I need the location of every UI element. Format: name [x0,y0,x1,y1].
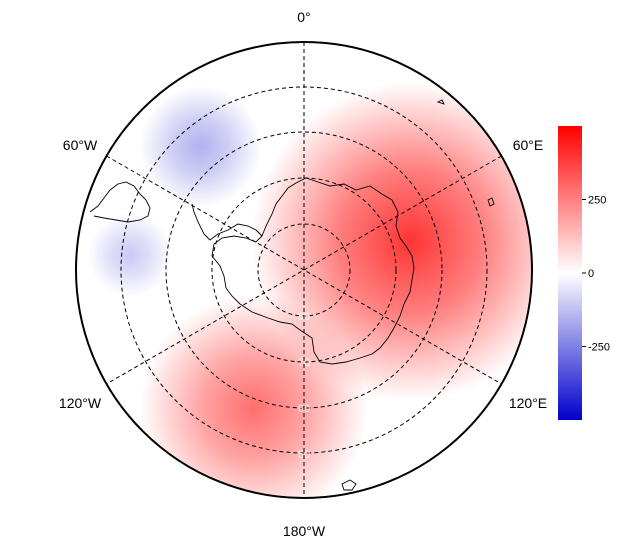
meridian-60e-120w [106,155,502,385]
colorbar-tick-label: 0 [588,268,594,280]
lat-label-70: 70 [298,357,310,369]
colorbar-gradient [558,126,582,420]
lon-label-180w: 180°W [283,523,326,539]
island-coast [341,479,357,491]
lon-label-60w: 60°W [63,137,98,153]
anomaly-blob [251,81,532,401]
antarctic-peninsula [191,203,263,241]
lon-label-120w: 120°W [59,395,102,411]
lat-label-50: 50 [298,449,310,461]
lon-label-60e: 60°E [513,137,544,153]
lon-label-120e: 120°E [509,395,547,411]
anomaly-field [76,42,532,498]
anomaly-blob [139,85,262,208]
island-coast [436,99,445,105]
colorbar-tick-label: 250 [588,195,606,207]
anomaly-blob [139,294,368,498]
antarctica-coastline [211,177,415,365]
meridian-60w-120e [106,155,502,385]
latitude-circle-70 [211,177,397,363]
lat-label-60: 60 [298,403,310,415]
graticule [106,42,502,498]
coastline [89,99,495,491]
map-boundary [75,41,533,499]
colorbar: 250 0 -250 [558,126,610,420]
lon-label-0: 0° [297,9,310,25]
lat-label-80: 80 [298,311,310,323]
colorbar-ticks: 250 0 -250 [582,195,610,354]
colorbar-tick-label: -250 [588,342,610,354]
anomaly-blob [88,213,172,297]
latitude-circle-60 [165,131,443,409]
island-coast [487,197,495,207]
south-america-coast [89,181,151,223]
